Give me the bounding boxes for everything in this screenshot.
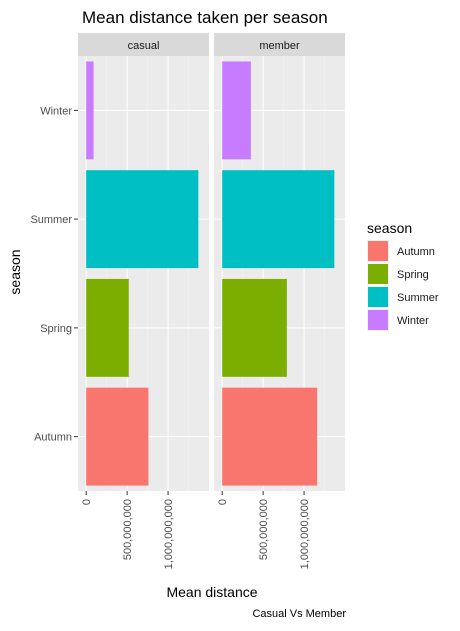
- y-tick-label: Summer: [30, 214, 72, 226]
- y-tick-label: Autumn: [34, 432, 72, 444]
- legend: season Autumn Spring Summer Winter: [367, 220, 439, 331]
- facet-panels: casual 0 500,000,000 1,000,000,000 member 0 50…: [78, 33, 345, 569]
- chart-caption: Casual Vs Member: [252, 608, 346, 620]
- x-axis-title: Mean distance: [166, 584, 257, 600]
- legend-swatch-autumn: [368, 241, 388, 261]
- bar-casual-winter: [86, 61, 94, 160]
- facet-panel-member: member 0 500,000,000 1,000,000,000: [214, 33, 345, 569]
- x-tick-label: 0: [81, 499, 93, 505]
- x-tick-label: 1,000,000,000: [163, 499, 175, 569]
- x-tick-label: 500,000,000: [258, 499, 270, 560]
- bar-casual-spring: [86, 278, 129, 377]
- chart-title: Mean distance taken per season: [82, 8, 328, 27]
- legend-label-winter: Winter: [397, 315, 429, 327]
- facet-panel-casual: casual 0 500,000,000 1,000,000,000: [78, 33, 209, 569]
- legend-title: season: [367, 220, 412, 236]
- legend-swatch-winter: [368, 310, 388, 330]
- bar-casual-summer: [86, 170, 199, 269]
- y-tick-label: Spring: [40, 323, 72, 335]
- legend-label-autumn: Autumn: [397, 246, 435, 258]
- bar-member-autumn: [222, 387, 318, 486]
- facet-strip-label: casual: [128, 40, 160, 52]
- facet-strip: [78, 33, 209, 56]
- y-axis-title: season: [7, 249, 23, 294]
- x-tick-label: 1,000,000,000: [299, 499, 311, 569]
- y-axis: Autumn Spring Summer Winter: [30, 105, 78, 444]
- bar-member-summer: [222, 170, 335, 269]
- bar-member-winter: [222, 61, 251, 160]
- legend-label-summer: Summer: [397, 292, 439, 304]
- facet-strip-label: member: [259, 40, 300, 52]
- y-tick-label: Winter: [40, 105, 72, 117]
- bar-member-spring: [222, 278, 287, 377]
- legend-swatch-summer: [368, 287, 388, 307]
- x-tick-label: 500,000,000: [122, 499, 134, 560]
- facet-strip: [214, 33, 345, 56]
- legend-swatch-spring: [368, 264, 388, 284]
- bar-casual-autumn: [86, 387, 149, 486]
- legend-label-spring: Spring: [397, 269, 429, 281]
- x-tick-label: 0: [217, 499, 229, 505]
